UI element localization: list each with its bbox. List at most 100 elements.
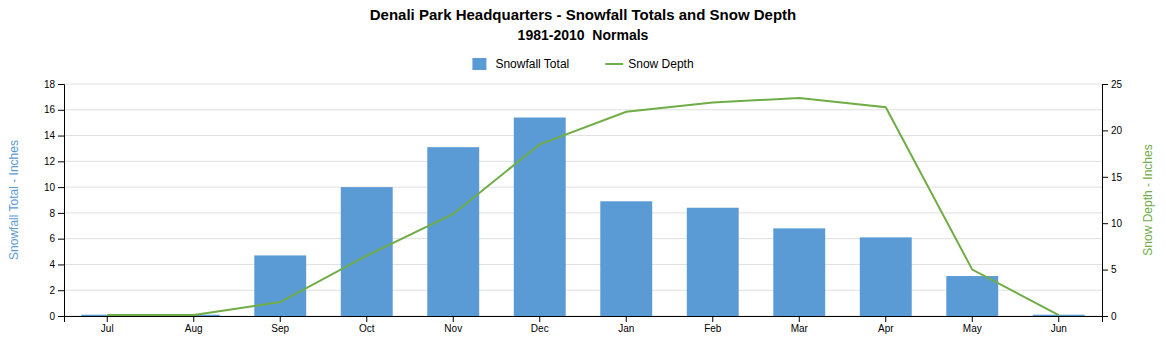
y2-axis-tick-label: 10 [1111, 218, 1123, 229]
y-axis-title: Snowfall Total - Inches [7, 140, 21, 260]
x-tick-label: Jan [618, 323, 634, 334]
y2-axis-tick-label: 20 [1111, 125, 1123, 136]
x-axis-line [65, 317, 1103, 323]
y-axis-tick-label: 2 [49, 285, 55, 296]
x-tick-label: May [963, 323, 982, 334]
grid-line [64, 238, 1102, 239]
x-tick-label: Sep [271, 323, 289, 334]
y-axis-tick-mark [58, 161, 64, 162]
legend-swatch [605, 63, 623, 65]
bar [773, 228, 825, 316]
y-axis-tick-label: 0 [49, 311, 55, 322]
y2-axis-tick-mark [1102, 177, 1108, 178]
x-tick-mark [626, 316, 627, 322]
x-tick-mark [799, 316, 800, 322]
title: Denali Park Headquarters - Snowfall Tota… [370, 6, 796, 23]
x-tick-mark [885, 316, 886, 322]
x-tick-label: Mar [791, 323, 809, 334]
bar [254, 255, 306, 316]
x-tick: Apr [878, 316, 894, 334]
plot-area: Jul Aug Sep Oct Nov Dec Jan Feb Mar Apr May Jun 0 2 4 6… [44, 79, 1123, 334]
x-tick-mark [280, 316, 281, 322]
grid-line [64, 161, 1102, 162]
bar [341, 187, 393, 316]
x-tick-mark [712, 316, 713, 322]
x-tick-mark [539, 316, 540, 322]
y2-axis-tick-mark [1102, 270, 1108, 271]
x-tick-mark [366, 316, 367, 322]
y-axis-tick: 10 [44, 182, 64, 193]
chart: Jul Aug Sep Oct Nov Dec Jan Feb Mar Apr May Jun 0 2 4 6… [0, 0, 1166, 346]
x-tick: Jan [618, 316, 634, 334]
x-tick: Feb [704, 316, 722, 334]
y2-axis-tick-label: 15 [1111, 172, 1123, 183]
marks [81, 98, 1084, 316]
y2-axis-tick: 15 [1102, 172, 1123, 183]
bar [427, 147, 479, 316]
x-tick-mark [193, 316, 194, 322]
x-tick-mark [453, 316, 454, 322]
y-axis-tick-mark [58, 187, 64, 188]
x-tick: May [963, 316, 982, 334]
y-axis-tick-label: 12 [44, 156, 56, 167]
legend-label: Snowfall Total [495, 57, 569, 71]
grid-line [64, 84, 1102, 85]
y-axis-tick-mark [58, 290, 64, 291]
grid [64, 84, 1102, 316]
x-tick-label: Apr [878, 323, 894, 334]
y-axis-tick-mark [58, 264, 64, 265]
x-tick: Oct [359, 316, 375, 334]
y2-axis-tick-label: 25 [1111, 79, 1123, 90]
y-axis-tick-label: 8 [49, 208, 55, 219]
x-tick-label: Dec [531, 323, 549, 334]
y2-axis-tick-mark [1102, 223, 1108, 224]
y2-axis-tick-label: 0 [1111, 311, 1117, 322]
y2-axis-tick: 0 [1102, 311, 1117, 322]
bar [946, 276, 998, 316]
y-axis-tick-label: 6 [49, 233, 55, 244]
y-axis-tick: 0 [49, 311, 64, 322]
x-tick-mark [1058, 316, 1059, 322]
y2-axis-tick-mark [1102, 130, 1108, 131]
x-tick-label: Aug [185, 323, 203, 334]
y-axis-tick: 16 [44, 104, 64, 115]
grid-line [64, 109, 1102, 110]
bar [514, 118, 566, 316]
y-axis-tick: 14 [44, 130, 64, 141]
y-axis-tick-mark [58, 213, 64, 214]
x-tick: Jul [101, 316, 114, 334]
x-tick: Dec [531, 316, 549, 334]
bar [687, 208, 739, 316]
grid-line [64, 135, 1102, 136]
x-tick-label: Jun [1051, 323, 1067, 334]
y-axis-tick-mark [58, 316, 64, 317]
y-axis-tick: 2 [49, 285, 64, 296]
y-axis-tick-mark [58, 110, 64, 111]
y-axis-tick-label: 4 [49, 259, 55, 270]
y2-axis-tick: 20 [1102, 125, 1123, 136]
y2-axis-tick: 25 [1102, 79, 1123, 90]
x-tick: Sep [271, 316, 289, 334]
bar-series [81, 118, 1084, 316]
y-axis-tick-mark [58, 84, 64, 85]
y2-axis: 0 5 10 15 20 25 [1102, 79, 1123, 322]
x-tick-label: Nov [444, 323, 462, 334]
y2-axis-title: Snow Depth - Inches [1141, 144, 1155, 255]
y2-axis-tick: 5 [1102, 264, 1117, 275]
grid-line [64, 187, 1102, 188]
legend-label: Snow Depth [628, 57, 693, 71]
bar [860, 237, 912, 316]
y-axis-tick: 18 [44, 79, 64, 90]
y-axis-tick-label: 14 [44, 130, 56, 141]
x-tick-label: Jul [101, 323, 114, 334]
y2-axis-tick: 10 [1102, 218, 1123, 229]
x-tick: Aug [185, 316, 203, 334]
subtitle: 1981-2010 Normals [518, 27, 649, 43]
y2-axis-tick-label: 5 [1111, 264, 1117, 275]
x-tick: Jun [1051, 316, 1067, 334]
y-axis: 0 2 4 6 8 10 12 14 16 18 [44, 79, 65, 322]
y-axis-tick-mark [58, 136, 64, 137]
legend-item: Snow Depth [605, 57, 693, 71]
y-axis-tick: 4 [49, 259, 64, 270]
y-axis-tick: 6 [49, 233, 64, 244]
